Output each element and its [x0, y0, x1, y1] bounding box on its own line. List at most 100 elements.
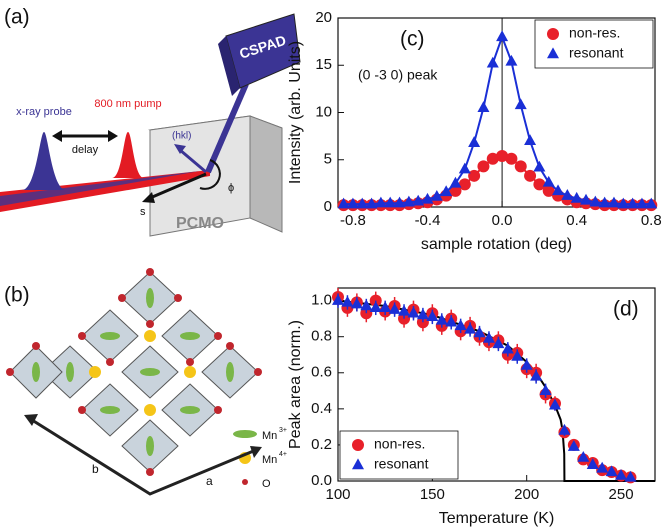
circle-marker: [542, 184, 555, 197]
triangle-marker: [511, 349, 524, 361]
y-tick-label: 0: [324, 198, 332, 215]
o-ion: [78, 332, 86, 340]
label: b: [92, 462, 99, 476]
triangle-marker: [598, 196, 611, 208]
triangle-marker: [496, 30, 509, 42]
triangle-marker: [412, 194, 425, 206]
triangle-marker: [458, 162, 471, 174]
mn3-ion: [140, 368, 160, 376]
x-tick-label: -0.4: [415, 212, 441, 229]
y-tick-label: 0.6: [311, 364, 332, 381]
triangle-marker: [365, 197, 378, 209]
triangle-marker: [492, 337, 505, 349]
triangle-marker: [580, 193, 593, 205]
legend-marker: [352, 458, 364, 470]
mn4-ion: [144, 404, 156, 416]
o-ion: [146, 320, 154, 328]
x-tick-label: 150: [420, 486, 445, 503]
x-tick-label: 0.0: [492, 212, 513, 229]
arrowhead: [174, 144, 186, 154]
triangle-marker: [379, 301, 392, 313]
cube-side: [249, 115, 283, 233]
mn4-ion: [144, 330, 156, 342]
triangle-marker: [398, 304, 411, 316]
rotation-arrow: [199, 159, 221, 190]
mn3-ion: [100, 332, 120, 340]
triangle-marker: [552, 184, 565, 196]
o-ion: [214, 406, 222, 414]
label: ϕ: [228, 182, 234, 194]
arrowhead: [24, 414, 38, 426]
triangle-marker: [454, 319, 467, 331]
triangle-marker: [533, 160, 546, 172]
legend-marker: [547, 28, 559, 40]
o-ion: [254, 368, 262, 376]
mn3-ion: [100, 406, 120, 414]
y-axis-label: Peak area (norm.): [287, 320, 304, 449]
o-ion: [186, 358, 194, 366]
legend-label: non-res.: [374, 436, 425, 452]
circle-marker: [514, 160, 527, 173]
mn3-ion: [32, 362, 40, 382]
legend-mn3: [233, 430, 257, 438]
triangle-marker: [388, 303, 401, 314]
legend-marker: [547, 47, 559, 59]
triangle-marker: [421, 192, 434, 204]
triangle-marker: [369, 301, 382, 313]
y-axis-label: Intensity (arb. Units): [287, 41, 304, 184]
triangle-marker: [567, 440, 580, 451]
triangle-marker: [505, 54, 518, 66]
o-ion: [226, 342, 234, 350]
triangle-marker: [337, 197, 350, 209]
mn4-ion: [184, 366, 196, 378]
triangle-marker: [407, 306, 420, 318]
triangle-marker: [514, 98, 527, 110]
panel-label: (a): [4, 6, 30, 29]
mn3-ion: [180, 406, 200, 414]
triangle-marker: [393, 196, 406, 208]
circle-marker: [486, 152, 499, 165]
circle-marker: [458, 178, 471, 191]
triangle-marker: [617, 197, 630, 209]
panel-label: (b): [4, 284, 30, 307]
circle-marker: [496, 149, 509, 162]
arrowhead: [142, 192, 155, 203]
arrowhead: [108, 130, 118, 142]
y-tick-label: 0.2: [311, 436, 332, 453]
triangle-marker: [605, 465, 618, 477]
x-tick-label: 0.4: [566, 212, 587, 229]
triangle-marker: [577, 450, 590, 462]
o-ion: [78, 406, 86, 414]
triangle-marker: [539, 384, 552, 396]
triangle-marker: [561, 189, 574, 200]
arrowhead: [52, 130, 62, 142]
legend-marker: [352, 439, 364, 451]
y-tick-label: 0.8: [311, 328, 332, 345]
mn3-ion: [66, 362, 74, 382]
triangle-marker: [477, 101, 490, 112]
circle-marker: [468, 169, 481, 182]
label: PCMO: [176, 215, 224, 232]
x-tick-label: -0.8: [340, 212, 366, 229]
triangle-marker: [558, 423, 571, 435]
label: 3+: [279, 427, 287, 434]
label: (hkl): [172, 131, 191, 142]
triangle-marker: [615, 468, 628, 480]
legend-box: [339, 430, 459, 480]
legend-label: non-res.: [569, 25, 620, 41]
triangle-marker: [360, 299, 373, 311]
label: x-ray probe: [16, 106, 72, 118]
o-ion: [214, 332, 222, 340]
s-arrow: [149, 172, 207, 200]
x-tick-label: 200: [514, 486, 539, 503]
pump-pulse: [112, 132, 144, 178]
circle-marker: [505, 152, 518, 165]
annotation: (0 -3 0) peak: [358, 67, 438, 83]
mn3-ion: [146, 288, 154, 308]
triangle-marker: [589, 195, 602, 207]
triangle-marker: [402, 195, 415, 207]
pump-beam: [0, 170, 210, 212]
label: s: [140, 206, 146, 218]
triangle-marker: [482, 331, 495, 343]
triangle-marker: [346, 197, 359, 209]
